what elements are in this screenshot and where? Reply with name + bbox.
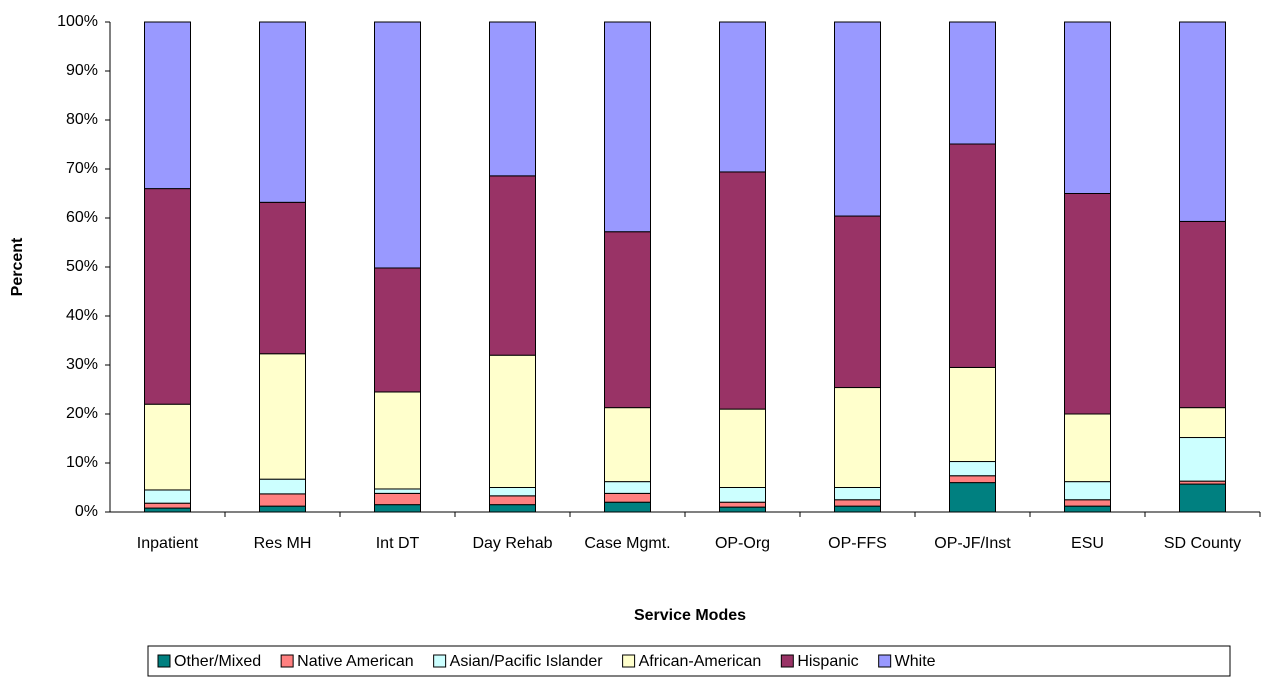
x-tick-label: OP-FFS bbox=[828, 535, 887, 552]
legend-label: African-American bbox=[639, 653, 762, 670]
bar-segment bbox=[259, 505, 306, 513]
y-axis-title: Percent bbox=[9, 237, 26, 296]
bar-segment bbox=[834, 215, 881, 389]
bar-segment bbox=[1064, 481, 1111, 501]
bar-segment bbox=[834, 487, 881, 501]
bar-segment bbox=[949, 475, 996, 484]
bar-segment bbox=[604, 481, 651, 494]
bar-segment bbox=[144, 21, 191, 190]
legend-swatch bbox=[157, 654, 171, 668]
y-tick-label: 70% bbox=[66, 160, 98, 177]
x-tick-label: Res MH bbox=[254, 535, 312, 552]
legend-swatch bbox=[780, 654, 794, 668]
bar-segment bbox=[489, 487, 536, 497]
bar-segment bbox=[834, 387, 881, 489]
bar-segment bbox=[719, 487, 766, 503]
legend-swatch bbox=[622, 654, 636, 668]
bar-segment bbox=[1179, 21, 1226, 222]
legend-box bbox=[147, 645, 1231, 677]
bar-segment bbox=[144, 489, 191, 504]
bar-segment bbox=[489, 504, 536, 513]
x-tick-label: Inpatient bbox=[137, 535, 199, 552]
bar-segment bbox=[949, 482, 996, 513]
bar-segment bbox=[719, 21, 766, 173]
bar-segment bbox=[144, 507, 191, 513]
bar-segment bbox=[1179, 437, 1226, 482]
bar-segment bbox=[374, 391, 421, 490]
bar-segment bbox=[489, 21, 536, 177]
y-tick-label: 0% bbox=[75, 503, 98, 520]
bar-segment bbox=[489, 175, 536, 356]
bar-segment bbox=[719, 501, 766, 508]
y-tick-label: 50% bbox=[66, 258, 98, 275]
bar-segment bbox=[374, 504, 421, 513]
bar-segment bbox=[489, 354, 536, 489]
bar-segment bbox=[1064, 193, 1111, 415]
y-tick-label: 60% bbox=[66, 209, 98, 226]
legend-label: White bbox=[895, 653, 936, 670]
bar-segment bbox=[719, 408, 766, 489]
legend-swatch bbox=[280, 654, 294, 668]
x-tick-label: Case Mgmt. bbox=[584, 535, 670, 552]
bar-segment bbox=[259, 21, 306, 203]
legend-label: Asian/Pacific Islander bbox=[450, 653, 604, 670]
y-tick-label: 20% bbox=[66, 405, 98, 422]
x-tick-label: Int DT bbox=[376, 535, 420, 552]
bar-segment bbox=[489, 495, 536, 506]
bar-segment bbox=[1064, 505, 1111, 513]
bar-segment bbox=[604, 501, 651, 513]
x-tick-label: Day Rehab bbox=[472, 535, 552, 552]
bar-segment bbox=[259, 493, 306, 507]
y-tick-label: 10% bbox=[66, 454, 98, 471]
bar-segment bbox=[834, 21, 881, 217]
bar-segment bbox=[1064, 21, 1111, 194]
bar-segment bbox=[259, 201, 306, 355]
bar-segment bbox=[144, 502, 191, 509]
bar-segment bbox=[834, 505, 881, 513]
y-tick-label: 40% bbox=[66, 307, 98, 324]
bar-segment bbox=[144, 403, 191, 491]
bar-segment bbox=[374, 488, 421, 494]
legend-swatch bbox=[433, 654, 447, 668]
bar-segment bbox=[1179, 407, 1226, 439]
bar-segment bbox=[259, 478, 306, 495]
bar-segment bbox=[949, 461, 996, 477]
y-tick-label: 100% bbox=[57, 13, 98, 30]
x-tick-label: SD County bbox=[1164, 535, 1241, 552]
x-tick-label: OP-Org bbox=[715, 535, 770, 552]
bar-segment bbox=[1064, 499, 1111, 507]
bar-segment bbox=[719, 506, 766, 513]
bar-segment bbox=[374, 492, 421, 506]
bar-segment bbox=[949, 366, 996, 463]
y-tick-label: 30% bbox=[66, 356, 98, 373]
bar-segment bbox=[949, 21, 996, 145]
bar-segment bbox=[374, 21, 421, 269]
bar-segment bbox=[604, 21, 651, 233]
bar-segment bbox=[1064, 413, 1111, 483]
bar-segment bbox=[1179, 220, 1226, 409]
bar-segment bbox=[1179, 483, 1226, 513]
y-tick-label: 90% bbox=[66, 62, 98, 79]
legend-label: Native American bbox=[297, 653, 414, 670]
bar-segment bbox=[949, 143, 996, 368]
bar-segment bbox=[604, 407, 651, 483]
y-tick-label: 80% bbox=[66, 111, 98, 128]
legend-swatch bbox=[878, 654, 892, 668]
bar-segment bbox=[374, 267, 421, 393]
legend-label: Other/Mixed bbox=[174, 653, 261, 670]
x-tick-label: ESU bbox=[1071, 535, 1104, 552]
bar-segment bbox=[719, 171, 766, 410]
x-axis-title: Service Modes bbox=[634, 607, 746, 624]
bar-segment bbox=[259, 353, 306, 480]
x-tick-label: OP-JF/Inst bbox=[934, 535, 1011, 552]
bar-segment bbox=[834, 499, 881, 507]
bar-segment bbox=[144, 188, 191, 405]
bar-segment bbox=[604, 492, 651, 503]
bar-segment bbox=[604, 231, 651, 409]
legend-label: Hispanic bbox=[797, 653, 858, 670]
